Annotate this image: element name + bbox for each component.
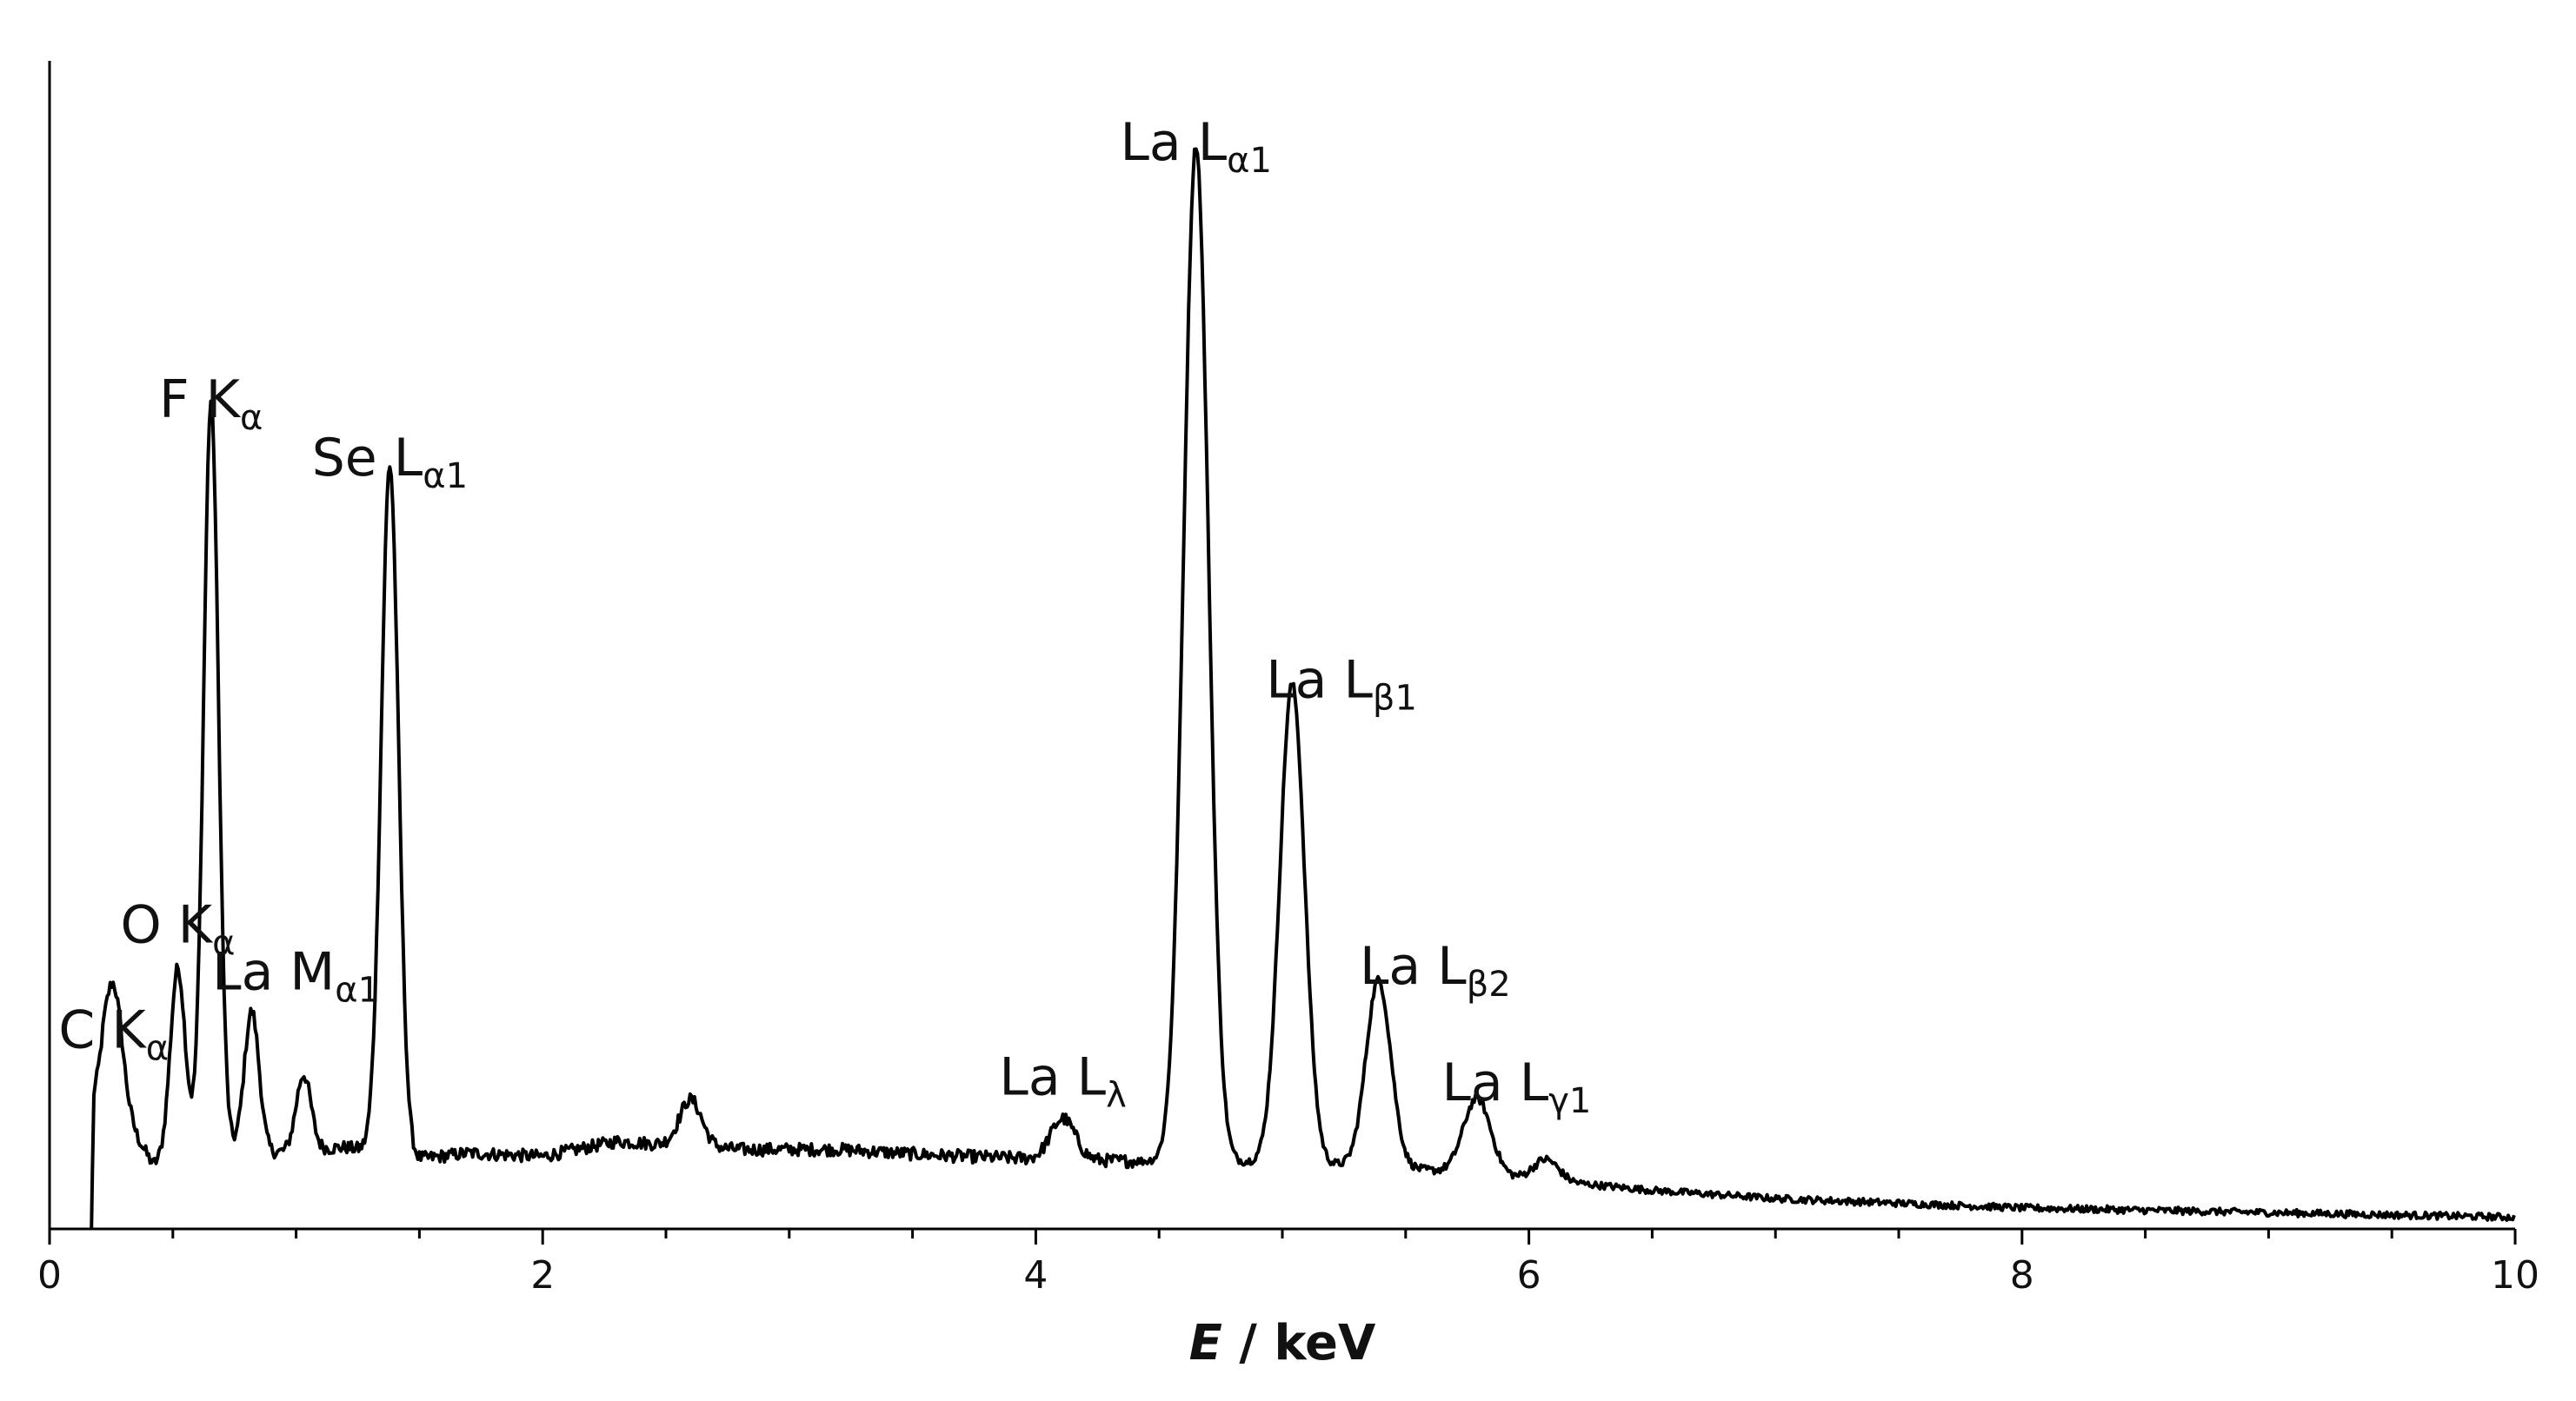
peak-label-element: La L bbox=[1120, 112, 1227, 173]
x-tick-label: 8 bbox=[2010, 1253, 2034, 1298]
peak-label-line: β1 bbox=[1373, 678, 1417, 718]
peak-label-line: λ bbox=[1106, 1075, 1127, 1115]
peak-label-line: α1 bbox=[423, 456, 468, 496]
peak-label-line: α bbox=[146, 1029, 169, 1069]
peak-label-line: β2 bbox=[1467, 965, 1511, 1005]
peak-label-line: γ1 bbox=[1548, 1081, 1591, 1121]
x-axis-tick-labels: 0 2 4 6 8 10 bbox=[37, 1253, 2539, 1298]
x-tick-label: 4 bbox=[1023, 1253, 1048, 1298]
peak-label-line: α1 bbox=[335, 970, 380, 1010]
peak-label: C Kα bbox=[58, 1000, 169, 1069]
x-axis-ticks bbox=[48, 1229, 2517, 1245]
peak-label: F Kα bbox=[159, 369, 263, 438]
peak-label: La Mα1 bbox=[212, 941, 380, 1010]
peak-label: La Lλ bbox=[999, 1046, 1126, 1115]
peak-label: La Lγ1 bbox=[1442, 1052, 1592, 1121]
peak-label: La Lβ2 bbox=[1360, 936, 1511, 1005]
peak-label-element: Se L bbox=[312, 428, 423, 488]
peak-label-element: C K bbox=[58, 1000, 147, 1061]
peak-label-element: O K bbox=[120, 895, 213, 956]
x-tick-label: 10 bbox=[2491, 1253, 2539, 1298]
peak-label: Se Lα1 bbox=[312, 428, 468, 496]
peak-label: O Kα bbox=[120, 895, 235, 964]
peak-label-line: α bbox=[212, 924, 235, 964]
x-axis-title-unit: / keV bbox=[1222, 1315, 1376, 1371]
peak-label: La Lα1 bbox=[1120, 112, 1272, 181]
axes: 0 2 4 6 8 10 bbox=[37, 61, 2539, 1298]
x-tick-label: 6 bbox=[1517, 1253, 1541, 1298]
peak-label-element: La L bbox=[1266, 649, 1373, 710]
peak-label-element: La L bbox=[1360, 936, 1467, 997]
x-tick-label: 0 bbox=[37, 1253, 62, 1298]
peak-label-element: La M bbox=[212, 941, 335, 1002]
peak-label-line: α bbox=[240, 398, 263, 438]
peak-label-line: α1 bbox=[1227, 141, 1272, 181]
peak-label: La Lβ1 bbox=[1266, 649, 1417, 718]
peak-label-element: La L bbox=[1442, 1052, 1549, 1113]
x-tick-label: 2 bbox=[530, 1253, 555, 1298]
peak-label-element: F K bbox=[159, 369, 242, 430]
x-axis-title: E / keV bbox=[1189, 1315, 1376, 1371]
spectrum-series-line bbox=[90, 147, 2516, 1230]
peak-label-element: La L bbox=[999, 1046, 1106, 1107]
x-axis-title-symbol: E bbox=[1189, 1315, 1222, 1371]
